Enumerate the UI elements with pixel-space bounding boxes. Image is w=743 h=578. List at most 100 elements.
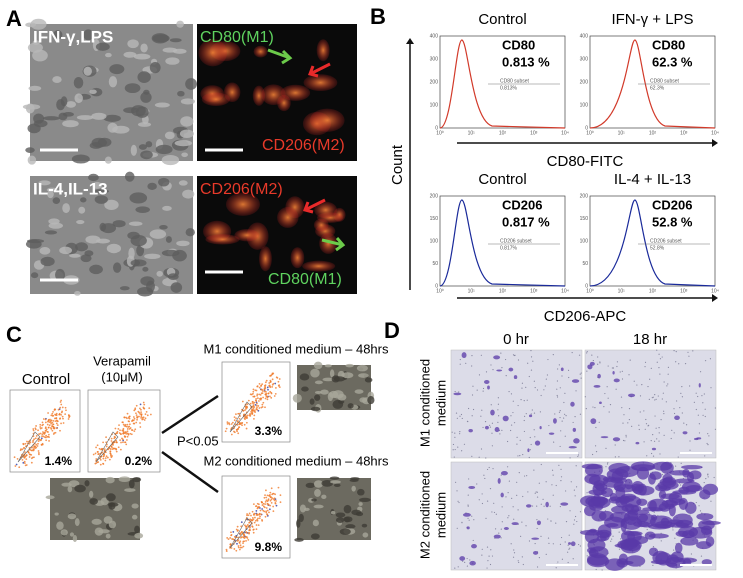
pore: [672, 549, 675, 551]
pore: [602, 467, 604, 469]
pore: [527, 491, 529, 493]
dot: [278, 378, 281, 380]
cell: [290, 247, 305, 269]
dot: [126, 425, 128, 428]
dot: [249, 414, 252, 417]
pore: [656, 349, 658, 351]
dot: [19, 449, 22, 452]
pore: [468, 478, 470, 480]
pore: [524, 415, 526, 417]
dot: [229, 543, 232, 546]
cell: [335, 512, 346, 518]
dot: [242, 545, 245, 548]
dot: [249, 402, 252, 405]
cell: [103, 114, 121, 122]
plot-title: Verapamil: [93, 353, 151, 368]
image-label: CD206(M2): [200, 181, 283, 198]
dot: [251, 413, 254, 415]
y-tick-label: 50: [432, 261, 438, 267]
pore: [525, 386, 527, 389]
pore: [536, 491, 538, 493]
pore: [609, 404, 612, 406]
pore: [586, 555, 588, 557]
dot: [101, 448, 103, 451]
dot: [28, 456, 31, 458]
dot: [53, 427, 56, 429]
dot: [233, 535, 236, 538]
dot: [48, 440, 50, 442]
pore: [687, 351, 689, 353]
pore: [618, 456, 620, 458]
y-tick-label: 100: [580, 102, 589, 108]
pore: [708, 435, 710, 437]
cell: [310, 406, 321, 412]
pore: [497, 421, 499, 423]
pore: [551, 469, 554, 471]
pore: [644, 366, 646, 368]
dot: [260, 513, 263, 516]
pore: [591, 453, 594, 456]
dot: [254, 516, 256, 519]
cell: [124, 171, 135, 182]
cell: [364, 377, 373, 383]
dot: [24, 451, 26, 454]
y-tick-label: 200: [430, 79, 439, 85]
dot: [272, 510, 275, 513]
pore: [546, 374, 549, 376]
dot: [54, 417, 56, 420]
pore: [693, 401, 695, 403]
pore: [614, 444, 616, 446]
pore: [552, 474, 554, 476]
pore: [480, 415, 482, 417]
dot: [235, 549, 238, 552]
pore: [573, 523, 575, 525]
pore: [579, 545, 581, 547]
cell: [625, 555, 646, 567]
pore: [471, 365, 473, 367]
dot: [264, 393, 267, 396]
dot: [49, 418, 51, 421]
cell: [303, 74, 338, 91]
pore: [700, 555, 703, 557]
cell: [165, 236, 172, 243]
pore: [672, 529, 674, 531]
pore: [536, 496, 539, 498]
cell: [56, 99, 65, 111]
pore: [676, 400, 678, 402]
pore: [471, 394, 474, 396]
dot: [241, 400, 244, 403]
dot: [32, 429, 35, 432]
cell: [681, 481, 701, 493]
dot: [264, 381, 267, 384]
dot: [233, 548, 236, 550]
plot-frame: [439, 35, 566, 129]
pore: [523, 475, 526, 477]
pore: [666, 385, 668, 387]
dot: [111, 448, 114, 451]
plot-title: (10μM): [101, 369, 142, 384]
cell: [667, 562, 678, 567]
dot: [262, 505, 265, 508]
pore: [510, 424, 513, 426]
dot: [240, 525, 243, 528]
dot: [135, 412, 137, 415]
cell: [313, 504, 324, 509]
dot: [237, 529, 239, 532]
dot: [140, 413, 143, 416]
dot: [126, 435, 129, 438]
pore: [599, 362, 601, 364]
cell: [333, 376, 346, 382]
dot: [236, 542, 238, 545]
image-label: CD80(M1): [200, 29, 274, 46]
pore: [560, 476, 563, 478]
pore: [643, 410, 645, 412]
dot: [233, 419, 236, 422]
image-label: IL-4,IL-13: [33, 179, 108, 198]
pore: [455, 481, 457, 483]
cell: [330, 480, 341, 484]
dot: [235, 428, 238, 431]
dot: [262, 502, 265, 505]
marker-name: CD206: [502, 197, 542, 212]
pore: [493, 511, 496, 514]
dot: [122, 427, 125, 430]
